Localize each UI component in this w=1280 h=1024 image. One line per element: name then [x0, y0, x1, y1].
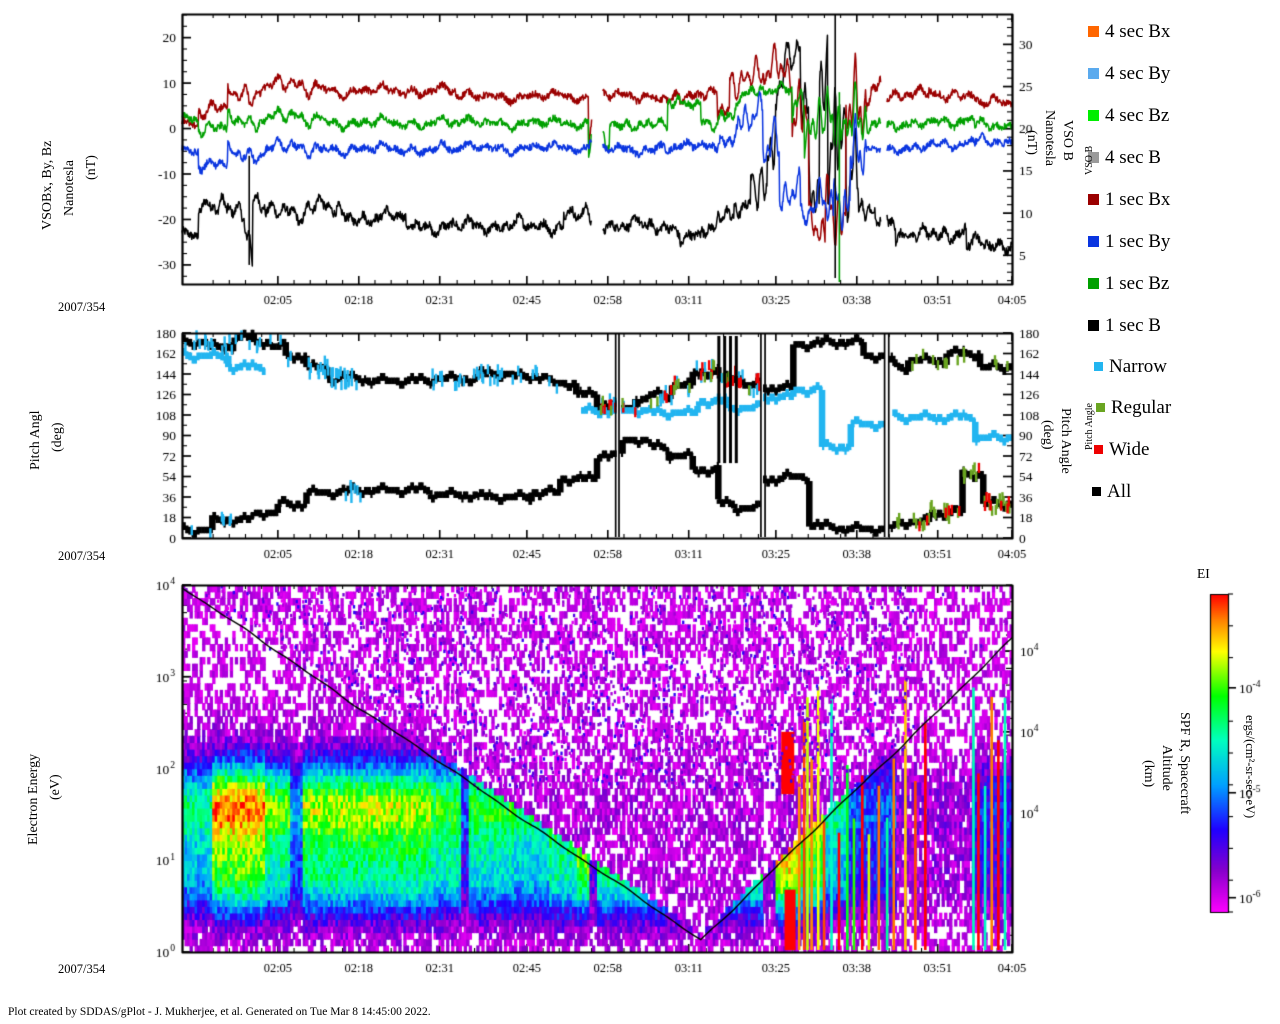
panel3-date-label: 2007/354 [58, 962, 106, 976]
legend-label-1sec-by: 1 sec By [1105, 230, 1171, 252]
colorbar-title: EI [1197, 566, 1210, 581]
panel1-ylabel-right-line3: (nT) [1024, 130, 1039, 155]
legend-group-label-vso-b: VSO B [1084, 145, 1095, 175]
legend-item-1[interactable]: 4 sec By [1088, 52, 1278, 94]
legend-label-4sec-bz: 4 sec Bz [1105, 104, 1170, 126]
legend-swatch-regular [1096, 402, 1105, 412]
legend-label-4sec-by: 4 sec By [1105, 62, 1171, 84]
legend-swatch-4sec-b [1088, 151, 1099, 163]
panel2-ylabel-right-line1: Pitch Angle [1058, 408, 1073, 474]
panel1-ylabel-right-line2: Nanotesla [1042, 110, 1057, 166]
legend-label-1sec-b: 1 sec B [1105, 314, 1161, 336]
panel1-date-label: 2007/354 [58, 300, 106, 314]
panel2-date-label: 2007/354 [58, 549, 106, 563]
legend-label-narrow: Narrow [1109, 355, 1168, 377]
legend-item-0[interactable]: 4 sec Bx [1088, 10, 1278, 52]
panel1-ylabel-left-line2: Nanotesla [62, 160, 77, 216]
legend-swatch-1sec-bx [1088, 193, 1099, 205]
panel1-ylabel-left-line3: (nT) [84, 155, 99, 180]
colorbar-units: ergs/(cm²-sr-sec-eV) [1243, 715, 1257, 819]
legend-swatch-all [1092, 486, 1101, 496]
panel3-ylabel-left-line2: (eV) [48, 774, 63, 800]
legend-swatch-narrow [1094, 361, 1103, 371]
legend-label-all: All [1107, 480, 1132, 502]
legend-group-label-pitch-angle: Pitch Angle [1084, 403, 1095, 450]
legend-item-9[interactable]: Regular [1088, 386, 1278, 428]
legend-item-6[interactable]: 1 sec Bz [1088, 262, 1278, 304]
panel2-ylabel-right-line2: (deg) [1040, 420, 1055, 450]
legend-item-10[interactable]: Wide [1088, 428, 1278, 470]
legend-swatch-4sec-bx [1088, 25, 1099, 37]
panel3-ylabel-right-line2: Altitude [1159, 745, 1174, 791]
panel3-ylabel-right-line3: (km) [1141, 760, 1156, 788]
legend-label-1sec-bz: 1 sec Bz [1105, 272, 1170, 294]
legend-item-2[interactable]: 4 sec Bz [1088, 94, 1278, 136]
legend-item-7[interactable]: 1 sec B [1088, 304, 1278, 346]
panel3-ylabel-right-line1: SPF R, Spacecraft [1177, 712, 1192, 815]
legend: 4 sec Bx 4 sec By 4 sec Bz 4 sec B 1 sec… [1088, 10, 1278, 512]
panel2-ylabel-left-line2: (deg) [50, 422, 65, 452]
legend-label-4sec-bx: 4 sec Bx [1105, 20, 1171, 42]
legend-label-1sec-bx: 1 sec Bx [1105, 188, 1171, 210]
legend-item-8[interactable]: Narrow [1088, 346, 1278, 386]
panel2-ylabel-left-line1: Pitch Angl [28, 410, 43, 470]
legend-item-11[interactable]: All [1088, 470, 1278, 512]
legend-label-wide: Wide [1109, 438, 1150, 460]
legend-item-3[interactable]: 4 sec B [1088, 136, 1278, 178]
legend-swatch-1sec-by [1088, 235, 1099, 247]
legend-swatch-4sec-by [1088, 67, 1099, 79]
legend-label-4sec-b: 4 sec B [1105, 146, 1161, 168]
panel1-ylabel-left-line1: VSOBx, By, Bz [40, 140, 55, 230]
legend-item-5[interactable]: 1 sec By [1088, 220, 1278, 262]
legend-swatch-wide [1094, 444, 1103, 454]
legend-swatch-1sec-b [1088, 319, 1099, 331]
panel1-ylabel-right-line1: VSO B [1060, 120, 1075, 161]
legend-label-regular: Regular [1111, 396, 1172, 418]
footer-credit: Plot created by SDDAS/gPlot - J. Mukherj… [8, 1006, 431, 1018]
panel3-ylabel-left-line1: Electron Energy [26, 753, 41, 845]
legend-swatch-4sec-bz [1088, 109, 1099, 121]
legend-item-4[interactable]: 1 sec Bx [1088, 178, 1278, 220]
legend-swatch-1sec-bz [1088, 277, 1099, 289]
